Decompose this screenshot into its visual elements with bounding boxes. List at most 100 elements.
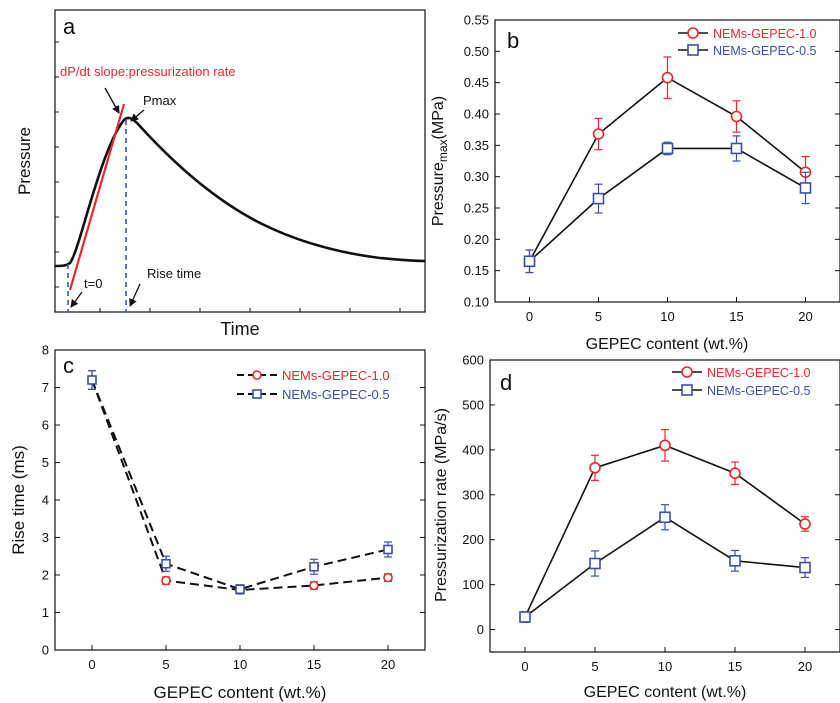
panel-b-plot <box>523 56 812 274</box>
series-line-1 <box>91 379 389 592</box>
y-tick-label: 0.40 <box>464 107 489 122</box>
y-tick-label: 1 <box>42 605 49 620</box>
panel-c-letter: c <box>63 353 74 378</box>
series-line-1 <box>524 444 806 618</box>
panel-b-legend-marker-2 <box>687 44 699 56</box>
panel-b-y-ticks: 0.10 0.15 0.20 0.25 0.30 0.35 0.40 0.45 0.50 0.55 <box>464 13 840 310</box>
y-tick-label: 0.10 <box>464 295 489 310</box>
panel-d-x-label: GEPEC content (wt.%) <box>584 684 747 701</box>
data-point-square <box>161 558 171 569</box>
y-tick-label: 0.25 <box>464 201 489 216</box>
panel-b-legend-marker-1 <box>687 27 699 39</box>
y-tick-label: 0.15 <box>464 263 489 278</box>
series-line-2 <box>91 379 389 591</box>
x-tick-label: 20 <box>798 659 812 674</box>
data-point-square <box>383 544 393 555</box>
data-point-circle <box>161 575 171 586</box>
y-tick-label: 200 <box>462 532 484 547</box>
t0-arrow <box>70 291 83 308</box>
x-tick-label: 0 <box>88 657 95 672</box>
x-tick-label: 15 <box>729 309 743 324</box>
x-tick-label: 20 <box>798 309 812 324</box>
panel-a-y-label: Pressure <box>15 127 34 195</box>
x-tick-label: 20 <box>381 657 395 672</box>
panel-b-y-label-main: Pressure <box>430 162 447 226</box>
x-tick-label: 0 <box>521 659 528 674</box>
y-tick-label: 2 <box>42 568 49 583</box>
panel-c-x-label: GEPEC content (wt.%) <box>154 683 327 702</box>
y-tick-label: 3 <box>42 530 49 545</box>
y-tick-label: 6 <box>42 418 49 433</box>
data-point-circle <box>729 467 741 480</box>
y-tick-label: 0.20 <box>464 232 489 247</box>
data-point-square <box>729 555 741 567</box>
data-point-square <box>87 375 97 385</box>
annotation-slope: dP/dt slope:pressurization rate <box>60 64 236 79</box>
series-line-2 <box>524 516 806 618</box>
data-point-circle <box>730 110 743 123</box>
panel-b-x-label: GEPEC content (wt.%) <box>586 336 749 353</box>
panel-c-legend: NEMs-GEPEC-1.0 NEMs-GEPEC-0.5 <box>237 368 390 402</box>
x-tick-label: 10 <box>233 657 247 672</box>
panel-a-ticks <box>55 41 401 312</box>
panel-b-legend: NEMs-GEPEC-1.0 NEMs-GEPEC-0.5 <box>678 27 817 58</box>
panel-d-y-ticks: 0 100 200 300 400 500 600 <box>462 353 840 637</box>
y-tick-label: 300 <box>462 487 484 502</box>
panel-c-x-ticks: 0 5 10 15 20 <box>88 645 395 672</box>
slope-arrow <box>104 87 120 114</box>
y-tick-label: 500 <box>462 397 484 412</box>
panel-b: 0.10 0.15 0.20 0.25 0.30 0.35 0.40 0.45 0.50 0.55… <box>430 13 840 353</box>
data-point-circle <box>659 439 671 452</box>
panel-c-legend-label-1: NEMs-GEPEC-1.0 <box>282 368 390 383</box>
panel-c-legend-marker-2 <box>252 389 262 399</box>
data-point-circle <box>383 572 393 583</box>
panel-d-letter: d <box>500 370 512 395</box>
panel-d-x-ticks: 0 5 10 15 20 <box>521 647 812 674</box>
panel-c-legend-label-2: NEMs-GEPEC-0.5 <box>282 387 390 402</box>
y-tick-label: 8 <box>42 343 49 358</box>
y-tick-label: 0.45 <box>464 75 489 90</box>
x-tick-label: 15 <box>728 659 742 674</box>
data-point-square <box>523 255 536 268</box>
y-tick-label: 600 <box>462 353 484 368</box>
data-point-square <box>519 611 531 623</box>
annotation-t0: t=0 <box>84 276 102 291</box>
x-tick-label: 0 <box>526 309 533 324</box>
x-tick-label: 5 <box>595 309 602 324</box>
pressure-curve <box>54 116 426 268</box>
panel-d: 0 100 200 300 400 500 600 0 5 10 15 20 d Pressuriz… <box>433 353 840 701</box>
data-point-circle <box>661 71 674 84</box>
data-point-square <box>799 182 812 194</box>
annotation-rise-time: Rise time <box>147 266 201 281</box>
y-tick-label: 0.55 <box>464 13 489 28</box>
data-point-circle <box>799 518 811 530</box>
panel-b-y-label-sub: max <box>436 139 450 162</box>
panel-d-legend: NEMs-GEPEC-1.0 NEMs-GEPEC-0.5 <box>672 366 811 398</box>
panel-d-legend-label-2: NEMs-GEPEC-0.5 <box>707 384 811 398</box>
panel-b-legend-label-2: NEMs-GEPEC-0.5 <box>713 44 817 58</box>
data-point-circle <box>592 128 605 140</box>
panel-a-x-label: Time <box>220 319 259 339</box>
panel-a-letter: a <box>63 14 76 39</box>
y-tick-label: 0 <box>477 622 484 637</box>
panel-d-legend-marker-2 <box>681 384 693 396</box>
data-point-circle <box>589 462 601 474</box>
panel-c-y-label: Rise time (ms) <box>9 445 28 555</box>
panel-b-letter: b <box>507 28 519 53</box>
x-tick-label: 5 <box>162 657 169 672</box>
panel-b-legend-label-1: NEMs-GEPEC-1.0 <box>713 27 817 41</box>
data-point-square <box>589 557 601 570</box>
y-tick-label: 5 <box>42 455 49 470</box>
annotation-pmax: Pmax <box>143 93 177 108</box>
panel-a-frame <box>54 9 426 313</box>
series-line-1 <box>528 76 807 262</box>
panel-d-legend-marker-1 <box>681 366 693 378</box>
panel-c: 0 1 2 3 4 5 6 7 8 0 5 10 15 20 c Rise time (ms) GEPE… <box>9 343 426 702</box>
data-point-square <box>235 584 245 595</box>
data-point-circle <box>309 580 319 591</box>
panel-c-legend-marker-1 <box>252 370 262 380</box>
x-tick-label: 10 <box>660 309 674 324</box>
data-point-square <box>592 192 605 205</box>
panel-d-y-label: Pressurization rate (MPa/s) <box>433 408 450 602</box>
